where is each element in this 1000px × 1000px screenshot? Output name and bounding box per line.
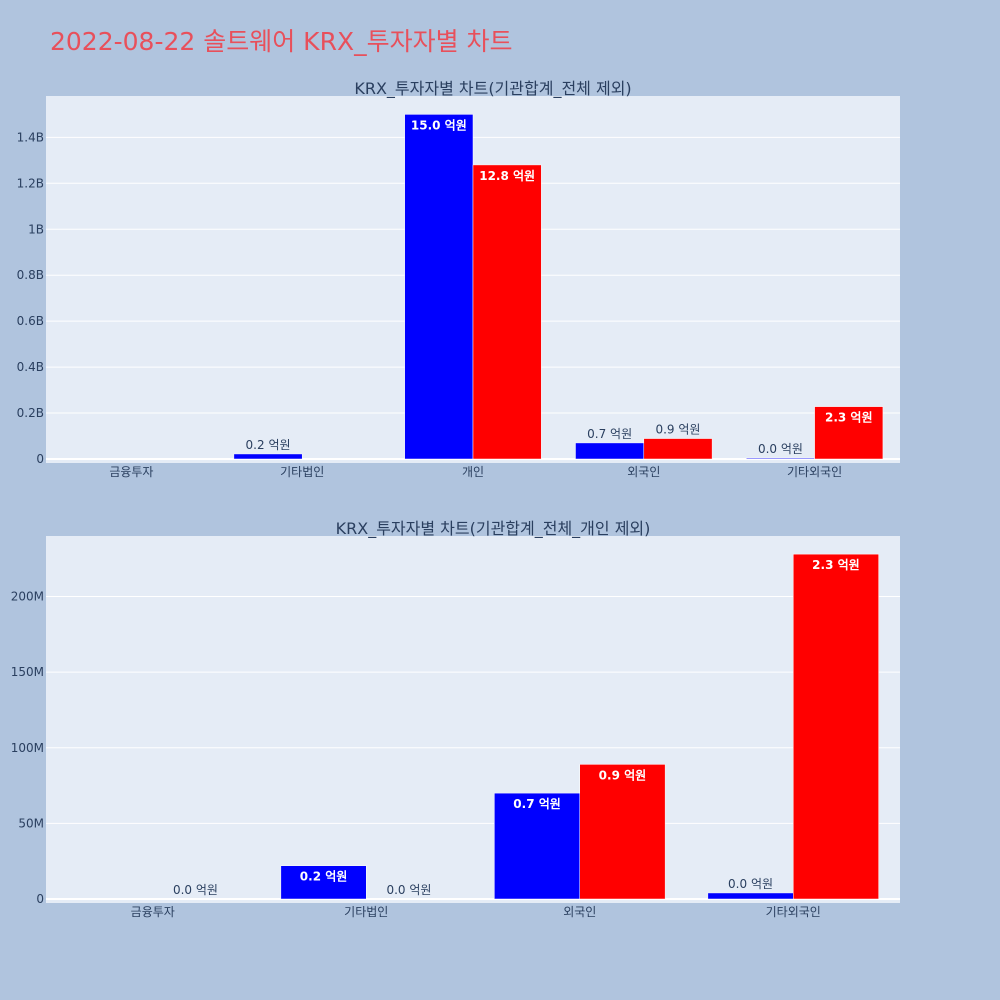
bar-sell [472,164,542,460]
bar-value-label: 0.2 억원 [246,438,291,452]
bar-value-label: 0.9 억원 [599,768,647,782]
bar-value-label: 0.0 억원 [173,883,218,897]
bar-buy [707,892,794,900]
y-tick-label: 1B [28,222,44,236]
y-tick-label: 200M [11,590,44,604]
bar-value-label: 15.0 억원 [411,118,467,132]
chart-title: KRX_투자자별 차트(기관합계_전체 제외) [354,79,631,99]
bar-buy [575,442,645,460]
main-title: 2022-08-22 솔트웨어 KRX_투자자별 차트 [50,27,513,56]
bar-sell [643,438,713,460]
bar-value-label: 0.0 억원 [386,883,431,897]
bar-value-label: 0.9 억원 [655,423,700,437]
bar-buy [280,865,367,900]
bar-buy [233,453,303,460]
y-tick-label: 0.4B [17,360,44,374]
bar-value-label: 0.0 억원 [758,442,803,456]
chart-title: KRX_투자자별 차트(기관합계_전체_개인 제외) [336,519,651,539]
y-tick-label: 150M [11,665,44,679]
x-tick-label: 기타법인 [344,905,388,919]
y-tick-label: 0.8B [17,268,44,282]
chart-1: 0 0.2B 0.4B 0.6B 0.8B 1B 1.2B 1.4B KRX_투자자별 차트(기… [17,79,900,479]
bar-buy [404,114,474,460]
x-tick-label: 기타외국인 [766,905,821,919]
x-tick-label: 개인 [462,465,484,479]
x-tick-label: 외국인 [563,905,596,919]
bar-sell [579,764,666,900]
plot-area [46,536,900,903]
bar-value-label: 12.8 억원 [479,169,535,183]
y-tick-label: 1.2B [17,176,44,190]
y-tick-label: 0 [36,452,44,466]
x-tick-label: 기타법인 [280,465,324,479]
y-tick-label: 0.6B [17,314,44,328]
bar-sell [793,553,879,900]
bar-value-label: 0.2 억원 [300,870,348,884]
y-tick-label: 100M [11,741,44,755]
bar-value-label: 0.0 억원 [728,877,773,891]
bar-value-label: 2.3 억원 [812,558,860,572]
x-tick-label: 기타외국인 [787,465,842,479]
bar-sell [814,406,884,460]
bar-value-label: 2.3 억원 [825,411,873,425]
y-tick-label: 1.4B [17,130,44,144]
bar-value-label: 0.7 억원 [587,427,632,441]
x-tick-label: 금융투자 [131,905,175,919]
chart-2: 0 50M 100M 150M 200M KRX_투자자별 차트(기관합계_전체_개인 제… [11,519,900,919]
bar-buy [494,792,581,900]
y-tick-label: 0.2B [17,406,44,420]
bar-value-label: 0.7 억원 [513,797,561,811]
y-tick-label: 0 [36,892,44,906]
x-tick-label: 금융투자 [109,465,153,479]
x-tick-label: 외국인 [627,465,660,479]
bar-buy [746,457,815,460]
y-tick-label: 50M [18,816,44,830]
